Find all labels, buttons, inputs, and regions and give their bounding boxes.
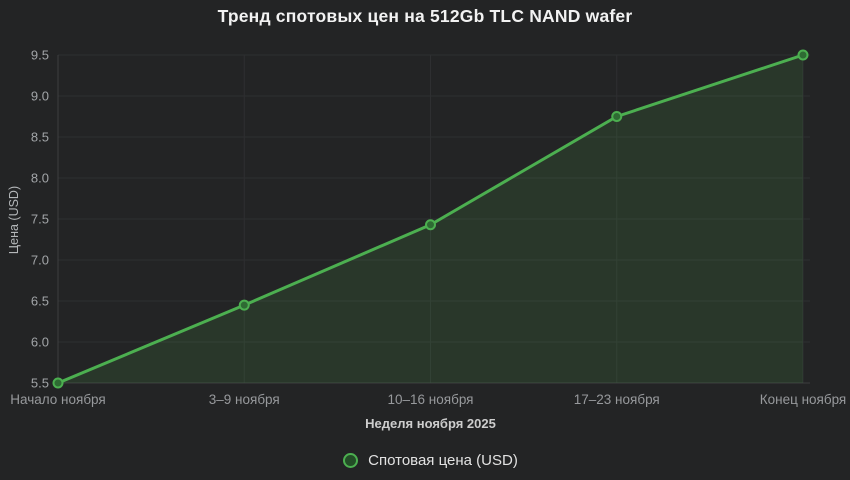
x-tick-label: 10–16 ноября: [388, 392, 474, 407]
data-point-marker: [52, 377, 64, 389]
y-tick-label: 8.5: [31, 130, 49, 145]
data-point-marker: [611, 111, 623, 122]
data-point-marker: [797, 49, 809, 61]
series-area: [58, 55, 803, 383]
y-tick-label: 7.5: [31, 212, 49, 227]
y-tick-label: 5.5: [31, 376, 49, 391]
y-tick-label: 8.0: [31, 171, 49, 186]
chart-title: Тренд спотовых цен на 512Gb TLC NAND waf…: [217, 6, 633, 26]
y-axis-title: Цена (USD): [7, 185, 21, 255]
y-tick-label: 6.5: [31, 294, 49, 309]
x-tick-label: Конец ноября: [760, 392, 847, 407]
spot-price-line-chart: 5.5 6.0 6.5 7.0 7.5 8.0 8.5 9.0 9.5 Начало ноября…: [10, 48, 847, 408]
y-tick-label: 9.0: [31, 89, 49, 104]
legend-series-label: Спотовая цена (USD): [368, 451, 518, 469]
data-point-marker: [425, 219, 436, 231]
y-tick-label: 7.0: [31, 253, 49, 268]
legend: Спотовая цена (USD): [58, 449, 803, 471]
y-tick-label: 9.5: [31, 48, 49, 63]
y-tick-label: 6.0: [31, 335, 49, 350]
x-axis-title: Неделя ноября 2025: [365, 416, 496, 431]
legend-series-marker-icon: [343, 452, 359, 468]
x-tick-label: 3–9 ноября: [209, 392, 280, 407]
x-tick-label: Начало ноября: [10, 392, 105, 407]
data-point-marker: [238, 299, 250, 311]
x-tick-label: 17–23 ноября: [574, 392, 660, 407]
